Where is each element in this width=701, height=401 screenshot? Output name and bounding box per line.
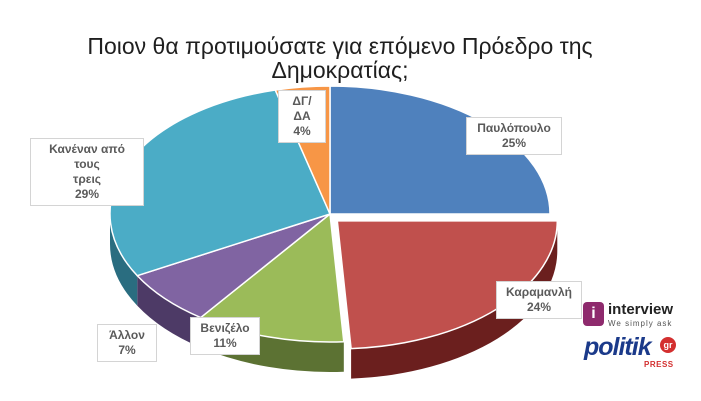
- slice-value-kanenan: 29%: [74, 187, 100, 201]
- slice-label-karamanli: Καραμανλή: [506, 285, 572, 299]
- politik-press-label: PRESS: [644, 360, 674, 369]
- slice-value-allon: 7%: [118, 343, 136, 357]
- callout-karamanli: Καραμανλή 24%: [496, 281, 582, 319]
- callout-venizelo: Βενιζέλο 11%: [190, 317, 260, 355]
- slice-label-venizelo: Βενιζέλο: [200, 321, 250, 335]
- slice-value-pavlopoulo: 25%: [501, 136, 527, 150]
- callout-pavlopoulo: Παυλόπουλο 25%: [466, 117, 562, 155]
- slice-side-kanenan: [110, 214, 138, 306]
- interview-wordmark: interview: [608, 301, 674, 318]
- politik-gr-badge: gr: [660, 337, 676, 353]
- chart-title-line-1: Ποιον θα προτιμούσατε για επόμενο Πρόεδρ…: [87, 33, 593, 59]
- callout-allon: Άλλον 7%: [97, 324, 157, 362]
- callout-dg-da: ΔΓ/ΔΑ 4%: [278, 90, 326, 143]
- interview-tagline: We simply ask: [608, 319, 673, 328]
- slice-value-dg-da: 4%: [293, 124, 311, 138]
- callout-kanenan: Κανέναν από τους τρεις 29%: [30, 138, 144, 206]
- interview-badge-icon: i: [583, 302, 604, 326]
- slice-label-pavlopoulo: Παυλόπουλο: [477, 121, 551, 135]
- slice-label-allon: Άλλον: [109, 328, 145, 342]
- slice-value-karamanli: 24%: [526, 300, 552, 314]
- slice-value-venizelo: 11%: [213, 336, 237, 350]
- chart-title-line-2: Δημοκρατίας;: [271, 57, 409, 83]
- slice-label-dg-da: ΔΓ/ΔΑ: [292, 94, 312, 123]
- politik-wordmark: politik: [584, 333, 652, 361]
- slice-label-kanenan-line-2: τρεις: [72, 172, 102, 186]
- interview-logo: i interview We simply ask: [583, 301, 683, 331]
- slice-side-allon: [137, 275, 201, 348]
- chart-title: Ποιον θα προτιμούσατε για επόμενο Πρόεδρ…: [40, 34, 640, 82]
- politik-logo: politik gr PRESS: [584, 333, 684, 373]
- slice-label-kanenan-line-1: Κανέναν από τους: [49, 142, 125, 171]
